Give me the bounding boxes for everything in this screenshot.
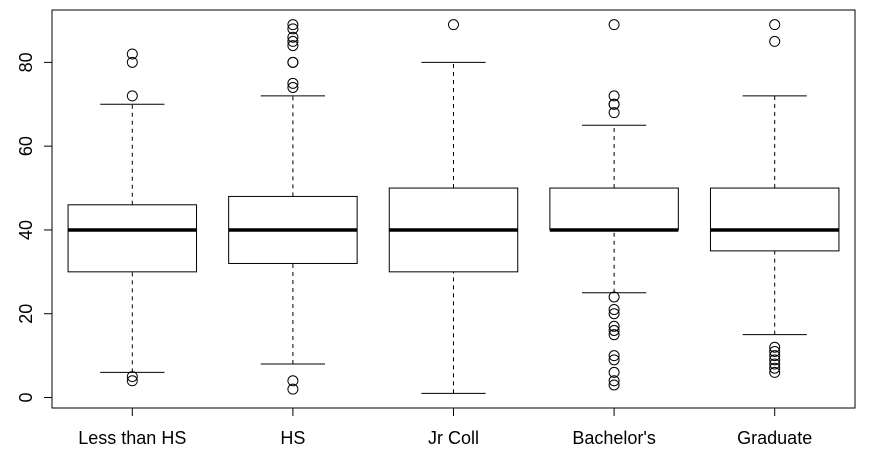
outlier [287, 82, 299, 94]
box [549, 187, 679, 231]
outlier [287, 40, 299, 52]
y-tick-label: 60 [16, 136, 36, 156]
outlier [126, 371, 138, 383]
box [709, 187, 840, 252]
outlier [287, 35, 299, 47]
outlier [608, 324, 620, 336]
outlier [608, 107, 620, 119]
outlier [608, 291, 620, 303]
outlier [126, 48, 138, 60]
y-tick-label: 0 [16, 393, 36, 403]
outlier [769, 362, 781, 374]
outlier [448, 19, 459, 31]
outlier [287, 23, 299, 35]
outlier [769, 345, 781, 357]
outlier [126, 90, 138, 102]
outlier [608, 19, 620, 31]
x-tick-label: HS [280, 428, 305, 448]
outlier [608, 98, 620, 110]
outlier [608, 379, 620, 391]
outlier [608, 329, 620, 341]
y-tick-label: 80 [16, 52, 36, 72]
y-tick-label: 20 [16, 304, 36, 324]
outlier [287, 383, 299, 395]
box [67, 204, 198, 273]
outlier [769, 354, 781, 366]
outlier [769, 35, 781, 47]
outlier [608, 366, 620, 378]
outlier [287, 31, 299, 43]
outlier [287, 56, 299, 68]
outlier [287, 77, 299, 89]
outlier [769, 19, 781, 31]
outlier [287, 19, 299, 31]
outlier [608, 308, 620, 320]
x-tick-label: Jr Coll [428, 428, 479, 448]
outlier [608, 350, 620, 362]
outlier [126, 56, 138, 68]
outlier [769, 341, 781, 353]
outlier [769, 358, 781, 370]
x-tick-label: Bachelor's [572, 428, 655, 448]
outlier [287, 375, 299, 387]
outlier [769, 350, 781, 362]
outlier [608, 320, 620, 332]
outlier [608, 354, 620, 366]
outlier [769, 366, 781, 378]
outlier [608, 375, 620, 387]
outlier [126, 375, 138, 387]
outlier [608, 90, 620, 102]
x-tick-label: Graduate [737, 428, 812, 448]
outlier [608, 304, 620, 316]
x-tick-label: Less than HS [78, 428, 186, 448]
y-tick-label: 40 [16, 220, 36, 240]
